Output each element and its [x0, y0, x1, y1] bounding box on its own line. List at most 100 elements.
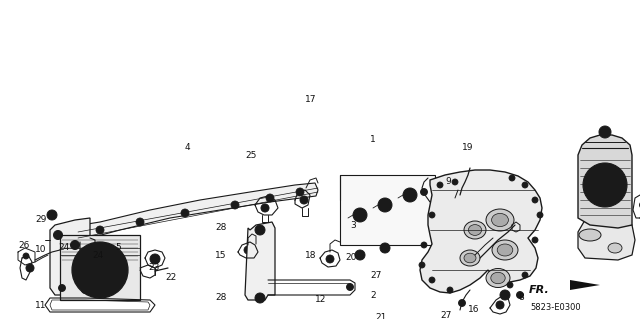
Text: 15: 15 [215, 250, 227, 259]
Circle shape [138, 220, 142, 224]
Circle shape [403, 188, 417, 202]
Circle shape [296, 188, 304, 196]
Circle shape [522, 272, 528, 278]
Circle shape [460, 301, 464, 305]
Ellipse shape [486, 269, 510, 287]
Circle shape [246, 248, 250, 252]
Circle shape [255, 225, 265, 235]
Circle shape [150, 254, 160, 264]
Polygon shape [75, 183, 318, 242]
Text: 10: 10 [35, 246, 47, 255]
Circle shape [452, 179, 458, 185]
Text: FR.: FR. [529, 285, 550, 295]
Circle shape [355, 250, 365, 260]
Circle shape [419, 262, 425, 268]
Circle shape [257, 227, 263, 233]
Circle shape [244, 246, 252, 254]
Circle shape [231, 201, 239, 209]
Circle shape [26, 264, 34, 272]
Text: 5823-E0300: 5823-E0300 [530, 303, 580, 313]
Circle shape [511, 176, 513, 180]
Text: 17: 17 [305, 95, 317, 105]
Circle shape [458, 300, 465, 307]
Circle shape [502, 292, 508, 298]
Text: 16: 16 [468, 306, 479, 315]
Circle shape [266, 194, 274, 202]
Text: 23: 23 [148, 263, 159, 272]
Text: 24: 24 [92, 250, 103, 259]
Text: 21: 21 [375, 314, 387, 319]
Circle shape [302, 198, 306, 202]
Circle shape [183, 211, 187, 215]
Circle shape [28, 266, 32, 270]
Circle shape [152, 256, 157, 262]
Circle shape [500, 290, 510, 300]
Text: 29: 29 [35, 216, 46, 225]
Circle shape [486, 246, 490, 250]
Text: 20: 20 [345, 254, 356, 263]
Circle shape [420, 263, 424, 266]
Circle shape [408, 193, 412, 197]
Circle shape [534, 239, 536, 241]
Circle shape [298, 190, 302, 194]
Bar [340, 175, 435, 245]
Bar [60, 235, 140, 300]
Circle shape [255, 293, 265, 303]
Circle shape [382, 245, 388, 251]
Circle shape [82, 252, 118, 288]
Circle shape [257, 295, 263, 301]
Circle shape [583, 163, 627, 207]
Circle shape [602, 129, 608, 135]
Circle shape [60, 286, 64, 290]
Ellipse shape [579, 229, 601, 241]
Text: 22: 22 [165, 273, 176, 283]
Circle shape [518, 293, 522, 297]
Circle shape [431, 278, 433, 281]
Ellipse shape [608, 243, 622, 253]
Circle shape [484, 244, 492, 252]
Text: 18: 18 [305, 250, 317, 259]
Circle shape [602, 129, 608, 135]
Circle shape [380, 243, 390, 253]
Circle shape [92, 262, 108, 278]
Circle shape [378, 198, 392, 212]
Ellipse shape [464, 253, 476, 263]
Circle shape [524, 273, 527, 277]
Circle shape [522, 182, 528, 188]
Text: 12: 12 [315, 295, 326, 305]
Circle shape [447, 287, 453, 293]
Circle shape [524, 183, 527, 187]
Circle shape [358, 213, 362, 217]
Circle shape [326, 255, 334, 263]
Circle shape [268, 196, 272, 200]
Circle shape [181, 209, 189, 217]
Circle shape [23, 253, 29, 259]
Circle shape [72, 242, 128, 298]
Circle shape [300, 196, 308, 204]
Polygon shape [578, 135, 632, 228]
Ellipse shape [460, 250, 480, 266]
Circle shape [454, 181, 456, 183]
Circle shape [421, 242, 427, 248]
Text: 27: 27 [440, 310, 451, 319]
Circle shape [233, 203, 237, 207]
Text: 19: 19 [462, 144, 474, 152]
Text: 2: 2 [370, 291, 376, 300]
Circle shape [348, 285, 352, 289]
Circle shape [406, 191, 414, 199]
Circle shape [507, 282, 513, 288]
Circle shape [431, 213, 433, 217]
Circle shape [422, 190, 426, 194]
Ellipse shape [468, 225, 482, 235]
Circle shape [263, 206, 268, 210]
Circle shape [58, 285, 65, 292]
Circle shape [516, 292, 524, 299]
Polygon shape [578, 218, 635, 260]
Text: 24: 24 [58, 243, 69, 253]
Circle shape [458, 184, 466, 192]
Circle shape [49, 212, 55, 218]
Circle shape [420, 189, 428, 196]
Circle shape [72, 242, 77, 248]
Polygon shape [420, 170, 542, 293]
Polygon shape [245, 222, 275, 300]
